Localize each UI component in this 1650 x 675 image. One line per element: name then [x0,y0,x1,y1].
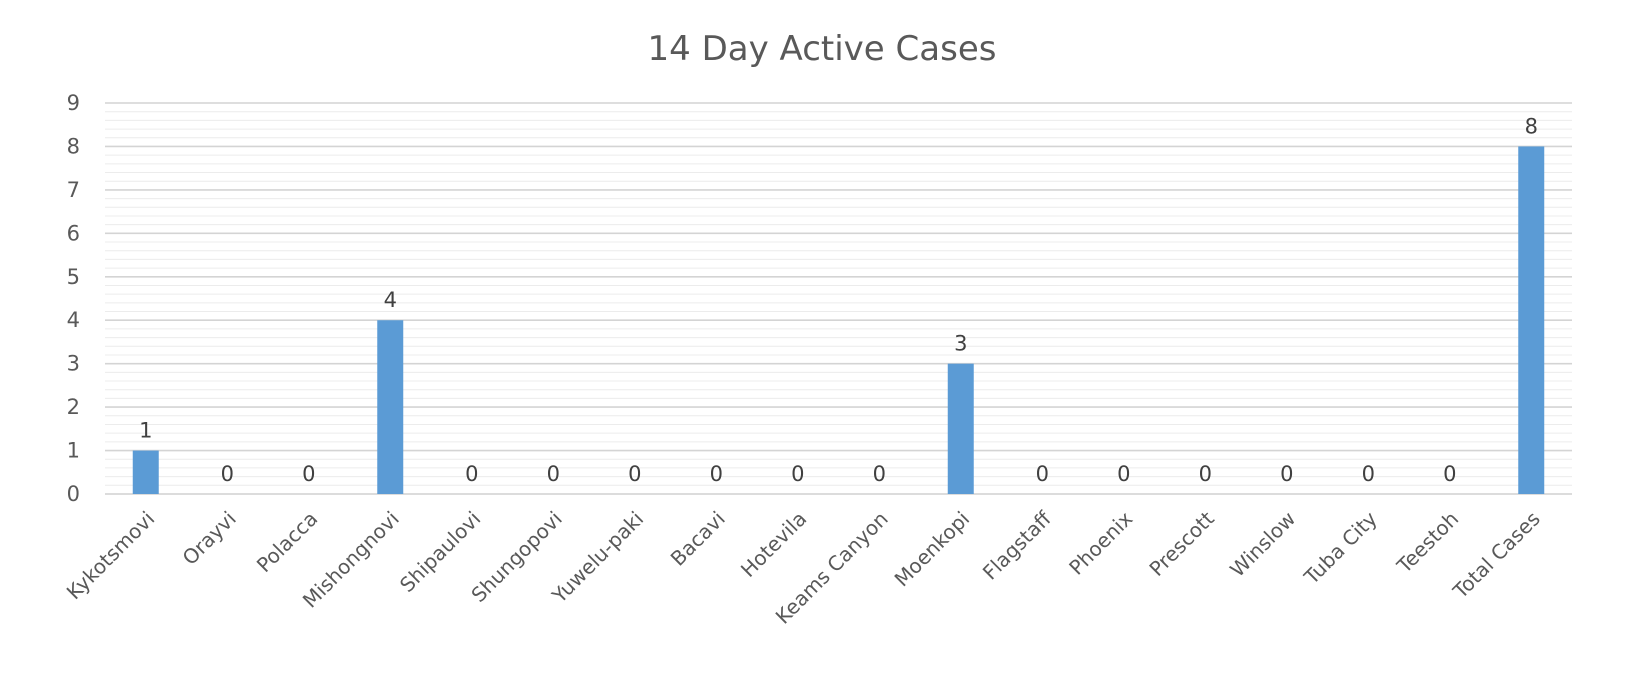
data-label: 0 [547,462,560,486]
y-tick-label: 2 [67,395,80,419]
x-tick-label: Tuba City [1299,506,1382,589]
data-label: 0 [221,462,234,486]
x-tick-label: Kykotsmovi [62,507,160,605]
x-tick-label: Hotevila [736,507,811,582]
data-label: 0 [1443,462,1456,486]
y-tick-label: 5 [67,265,80,289]
data-label: 0 [302,462,315,486]
x-tick-label: Winslow [1225,507,1300,582]
y-tick-label: 4 [67,308,80,332]
data-label: 0 [628,462,641,486]
data-label: 1 [139,419,152,443]
chart-title: 14 Day Active Cases [648,29,997,69]
y-tick-label: 3 [67,352,80,376]
x-axis-categories: Kykotsmovi Orayvi PolaccaMishongnoviShipau… [62,506,1545,629]
x-tick-label: Phoenix [1064,506,1137,579]
x-tick-label: Flagstaff [978,506,1057,585]
x-tick-label: Teestoh [1391,507,1463,579]
x-tick-label: Polacca [252,507,322,577]
data-label: 0 [1280,462,1293,486]
y-tick-label: 7 [67,178,80,202]
data-label: 0 [1362,462,1375,486]
data-label: 8 [1525,114,1538,138]
data-label: 0 [710,462,723,486]
x-tick-label: Moenkopi [890,507,975,592]
data-label: 0 [1117,462,1130,486]
bar [947,363,974,494]
data-label: 0 [873,462,886,486]
bars [132,146,1545,494]
x-tick-label: Bacavi [666,507,730,571]
data-label: 4 [384,288,397,312]
y-axis-ticks: 0 1 2 3 4 5 6 7 8 9 [67,91,80,506]
y-tick-label: 8 [67,134,80,158]
bar [132,450,159,494]
x-tick-label: Prescott [1144,506,1218,580]
bar [377,320,404,494]
bar [1518,146,1545,494]
data-labels: 1 0 0 4 0 0 0 0 0 0 3 0 0 0 0 0 0 8 [139,114,1538,486]
y-tick-label: 0 [67,482,80,506]
x-tick-label: Orayvi [178,507,241,570]
data-label: 0 [1199,462,1212,486]
y-tick-label: 9 [67,91,80,115]
y-tick-label: 6 [67,221,80,245]
y-tick-label: 1 [67,439,80,463]
data-label: 0 [791,462,804,486]
data-label: 0 [1036,462,1049,486]
gridlines [105,102,1572,495]
x-tick-label: Total Cases [1448,507,1545,604]
data-label: 0 [465,462,478,486]
data-label: 3 [954,332,967,356]
